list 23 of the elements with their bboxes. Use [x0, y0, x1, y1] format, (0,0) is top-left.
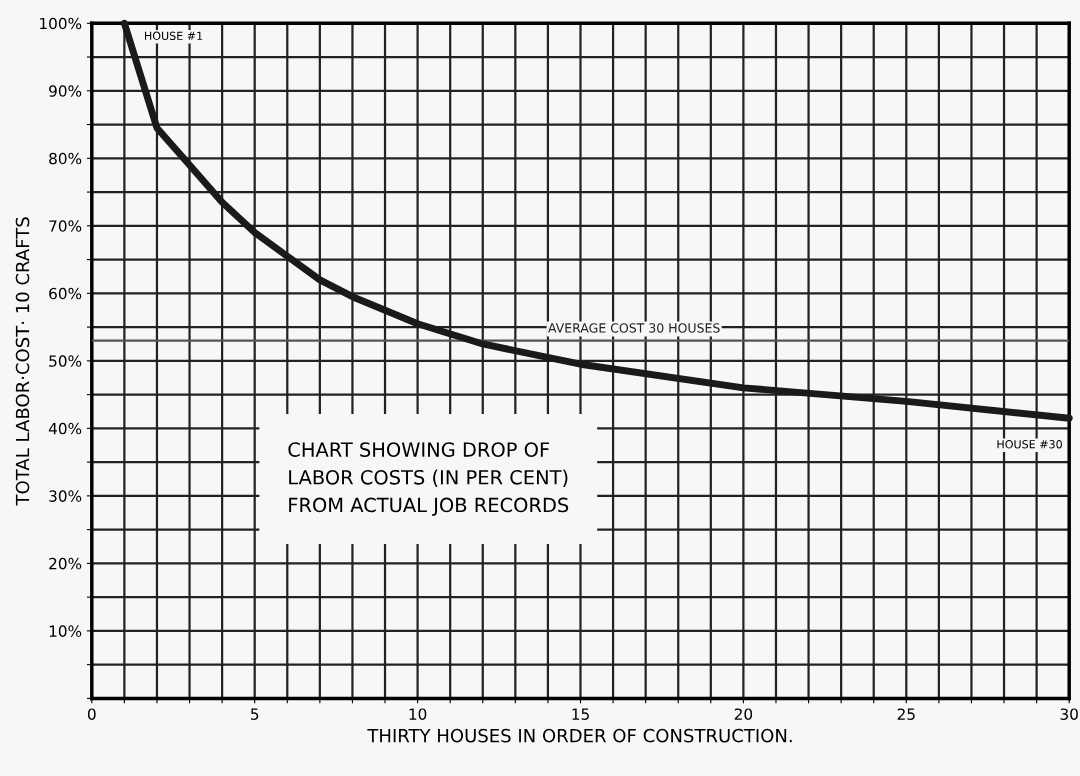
x-tick-label: 20 [734, 708, 753, 720]
y-tick-label: 70% [49, 220, 82, 232]
y-axis-title: TOTAL LABOR·COST· 10 CRAFTS [15, 217, 30, 506]
text: CHART SHOWING DROP OF LABOR COSTS (IN PER CENT) FROM ACTUAL JOB RECORDS [288, 442, 569, 516]
x-tick-label: 0 [87, 708, 96, 720]
y-tick-label: 50% [49, 355, 82, 367]
y-tick-label: 10% [49, 625, 82, 637]
x-tick-label: 25 [897, 708, 915, 720]
x-axis-title: THIRTY HOUSES IN ORDER OF CONSTRUCTION. [367, 728, 792, 743]
y-tick-label: 90% [49, 85, 82, 97]
y-tick-label: 80% [49, 152, 82, 165]
ref-line-label: AVERAGE COST 30 HOUSES [548, 323, 720, 333]
x-tick-label: 5 [251, 708, 259, 720]
y-tick-label: 20% [49, 557, 82, 570]
y-tick-label: 100% [40, 17, 82, 30]
x-tick-label: 15 [572, 708, 589, 720]
x-tick-label: 30 [1060, 708, 1078, 720]
y-tick-label: 60% [49, 287, 82, 300]
y-tick-label: 30% [49, 490, 82, 502]
annotation: HOUSE #1 [145, 31, 203, 41]
y-tick-label: 40% [48, 422, 82, 435]
annotation: HOUSE #30 [997, 440, 1062, 449]
x-tick-label: 10 [409, 708, 427, 720]
